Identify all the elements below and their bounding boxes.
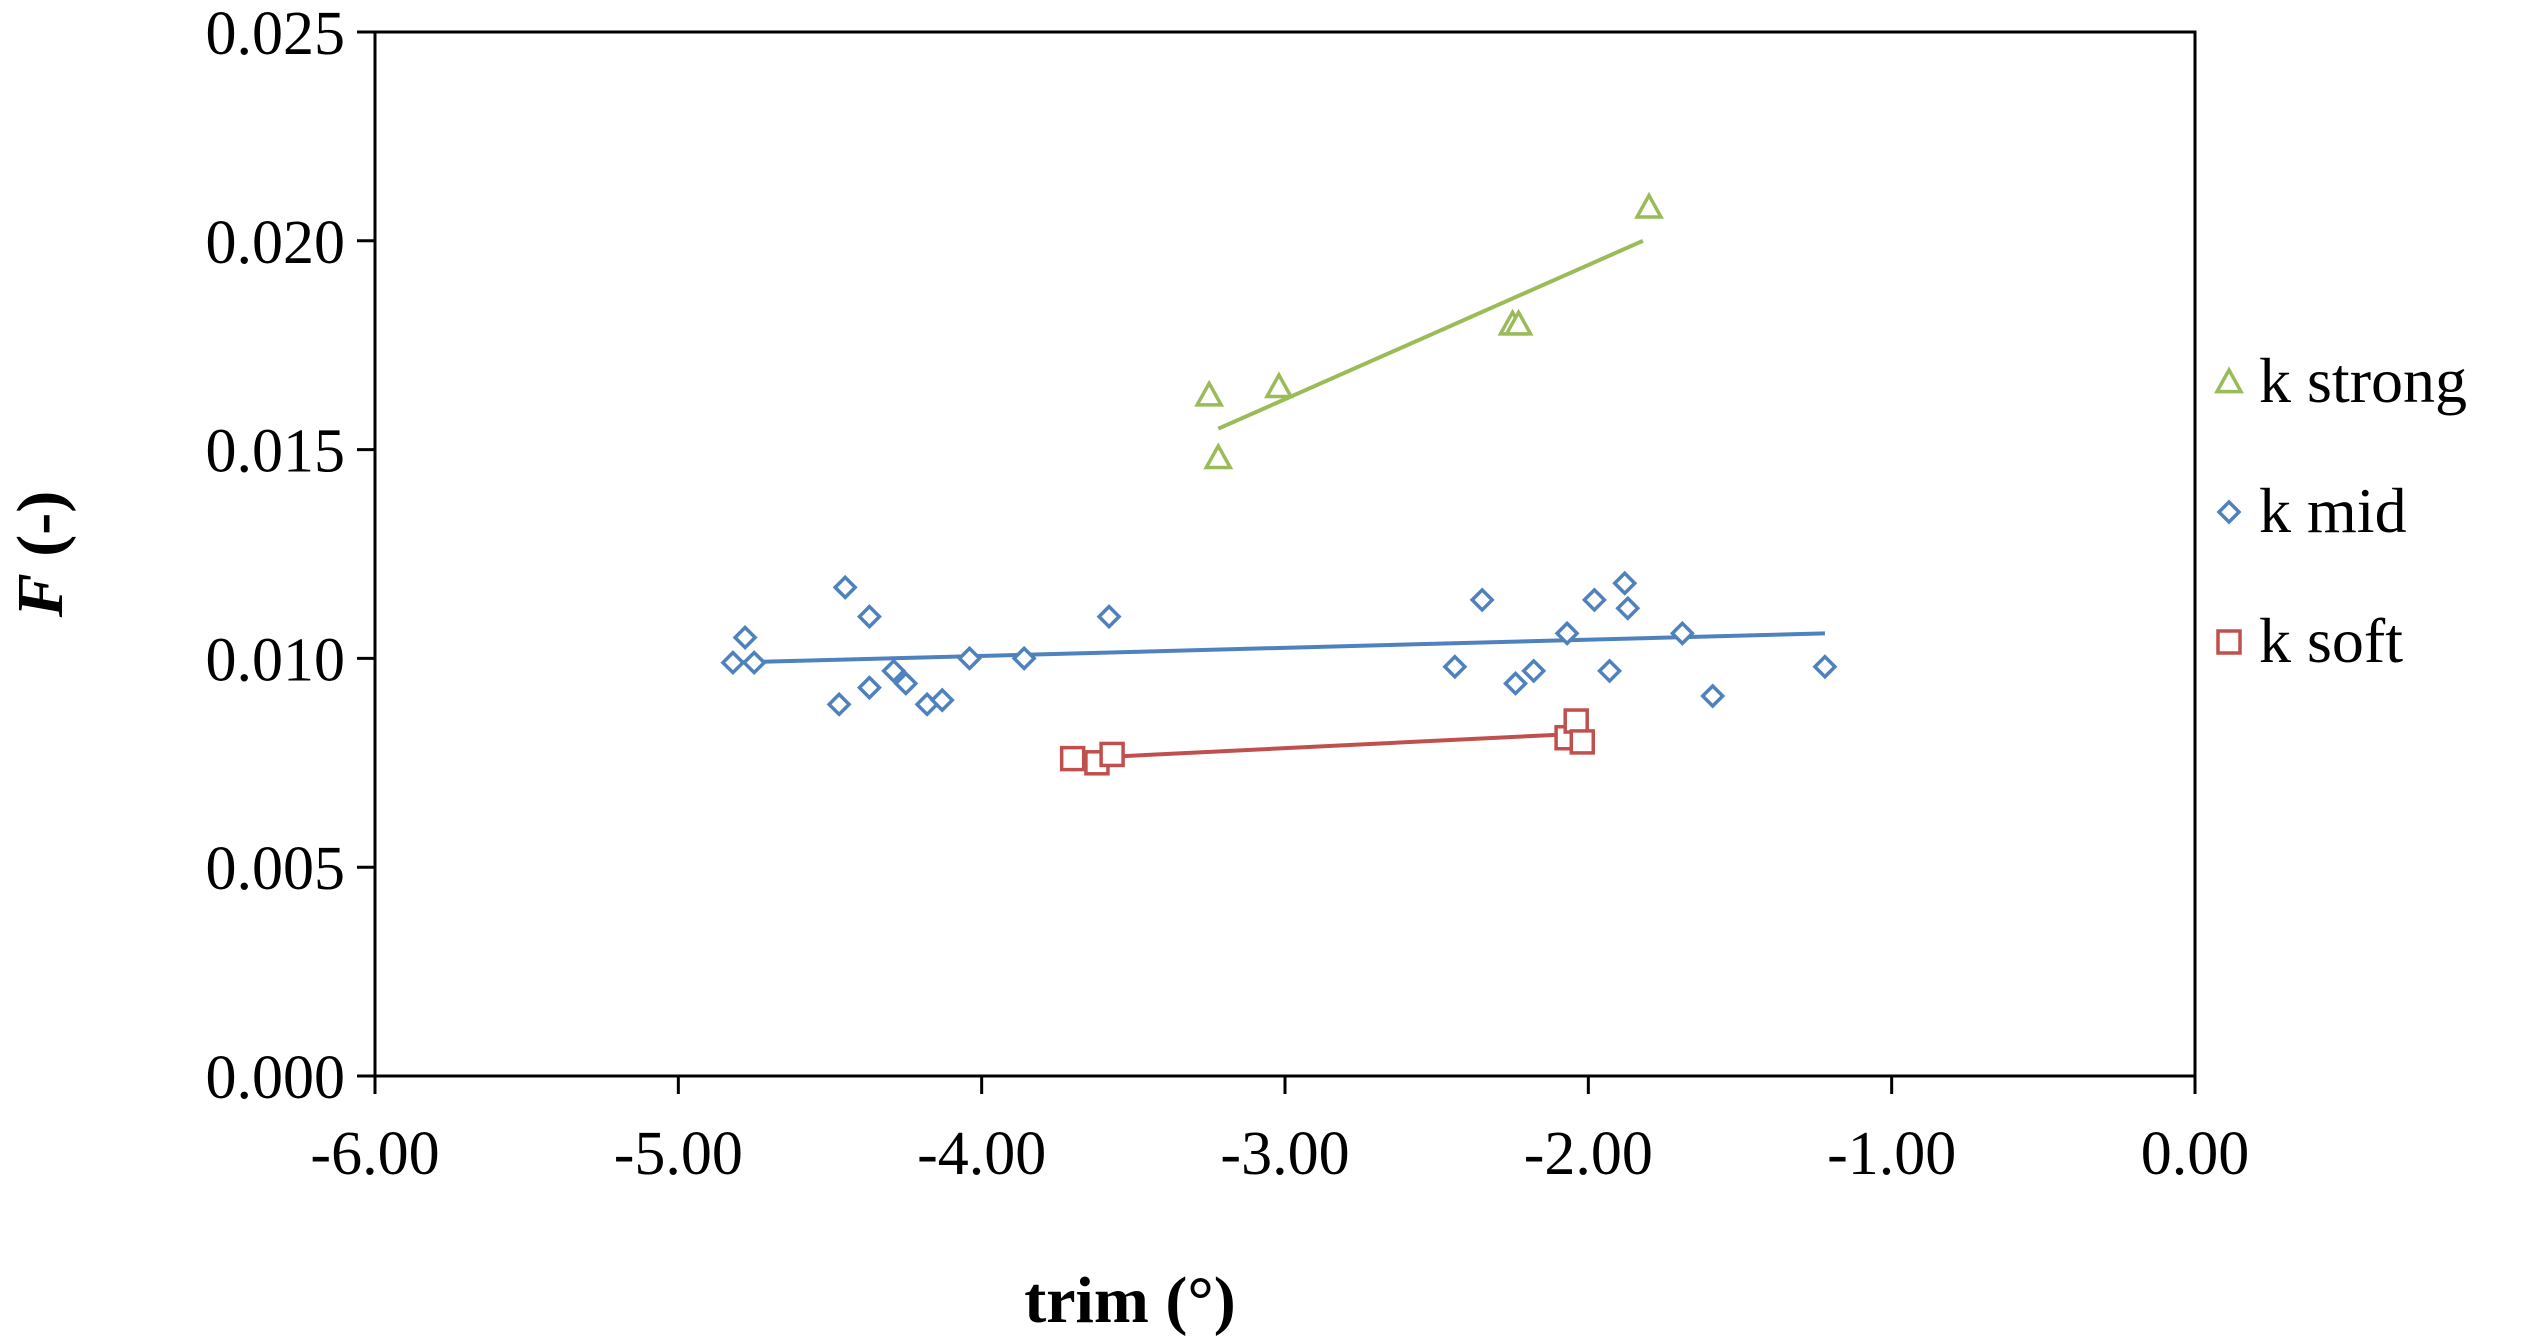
y-tick-label: 0.025 xyxy=(206,0,346,68)
y-axis-title: F (-) xyxy=(4,491,77,618)
point-k-strong xyxy=(1194,379,1225,407)
point-k-strong xyxy=(1634,191,1664,219)
point-k-soft xyxy=(1059,745,1086,772)
point-k-mid xyxy=(832,574,858,600)
x-tick-label: -3.00 xyxy=(1220,1120,1349,1188)
point-k-mid xyxy=(720,650,746,676)
y-axis-title-unit: (-) xyxy=(4,491,77,573)
point-k-mid xyxy=(929,687,955,713)
point-k-mid xyxy=(957,645,983,671)
x-tick-label: -6.00 xyxy=(310,1120,439,1188)
data-points xyxy=(720,191,1838,776)
point-k-mid xyxy=(1011,645,1037,671)
point-k-mid xyxy=(1669,620,1695,646)
point-k-mid xyxy=(1612,570,1638,596)
trendline-k-strong xyxy=(1217,238,1644,431)
plot-area-border xyxy=(373,30,2197,1078)
legend-item-k-strong: k strong xyxy=(2214,345,2467,416)
point-k-mid xyxy=(1700,683,1726,709)
y-axis-title-symbol: F xyxy=(4,573,77,618)
point-k-mid xyxy=(856,675,882,701)
point-k-mid xyxy=(1597,658,1623,684)
point-k-mid xyxy=(1503,670,1529,696)
y-tick-label: 0.010 xyxy=(206,626,346,694)
y-tick-label: 0.005 xyxy=(206,835,346,903)
trendline-k-soft xyxy=(1072,731,1583,761)
legend-marker-k-soft xyxy=(2216,629,2242,655)
x-tick-label: -5.00 xyxy=(614,1120,743,1188)
point-k-mid xyxy=(1812,654,1838,680)
x-tick-label: -4.00 xyxy=(917,1120,1046,1188)
point-k-soft xyxy=(1569,729,1596,755)
x-tick-label: -2.00 xyxy=(1524,1120,1653,1188)
x-axis: -6.00 -5.00 -4.00 -3.00 -2.00 -1.00 0.00 xyxy=(310,1076,2249,1188)
x-tick-label: -1.00 xyxy=(1827,1120,1956,1188)
point-k-mid xyxy=(1581,587,1607,613)
y-tick-label: 0.020 xyxy=(206,209,346,277)
point-k-soft xyxy=(1099,741,1125,768)
legend-item-k-soft: k soft xyxy=(2216,605,2403,676)
x-axis-title: trim (°) xyxy=(1024,1264,1235,1337)
point-k-strong xyxy=(1503,308,1534,336)
point-k-mid xyxy=(741,650,767,676)
legend-item-k-mid: k mid xyxy=(2216,475,2407,546)
point-k-mid xyxy=(1469,587,1495,613)
point-k-strong xyxy=(1203,442,1234,470)
point-k-mid xyxy=(893,670,919,696)
legend-label-k-soft: k soft xyxy=(2259,605,2403,676)
legend-marker-k-mid xyxy=(2216,499,2242,525)
point-k-mid xyxy=(1442,654,1468,680)
point-k-mid xyxy=(1096,604,1122,630)
point-k-mid xyxy=(1521,658,1547,684)
y-tick-label: 0.015 xyxy=(206,418,346,486)
point-k-mid xyxy=(1554,620,1580,646)
point-k-mid xyxy=(881,658,907,684)
legend-label-k-strong: k strong xyxy=(2259,345,2467,416)
x-tick-label: 0.00 xyxy=(2141,1120,2250,1188)
legend-label-k-mid: k mid xyxy=(2259,475,2407,546)
plot-area xyxy=(373,30,2197,1078)
y-tick-label: 0.000 xyxy=(206,1044,346,1112)
point-k-mid xyxy=(1615,595,1641,621)
point-k-strong xyxy=(1263,371,1294,399)
point-k-soft xyxy=(1563,708,1589,734)
trendline-k-mid xyxy=(732,631,1825,665)
point-k-mid xyxy=(826,691,852,717)
legend: k strong k mid k soft xyxy=(2214,345,2467,676)
y-axis: 0.000 0.005 0.010 0.015 0.020 0.025 xyxy=(206,0,375,1112)
legend-marker-k-strong xyxy=(2214,366,2244,394)
point-k-mid xyxy=(732,625,758,650)
point-k-mid xyxy=(856,604,882,630)
